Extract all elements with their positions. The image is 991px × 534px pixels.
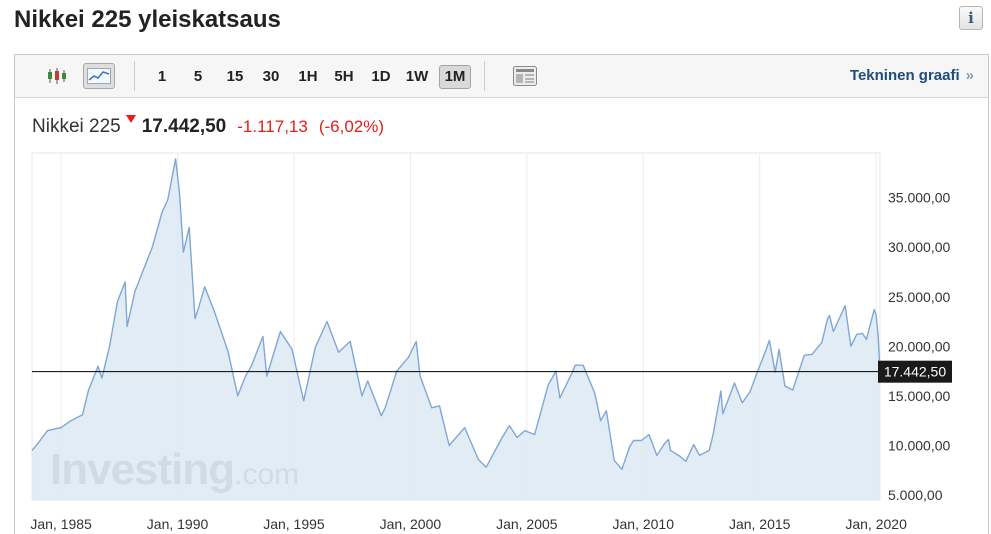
x-tick-label: Jan, 1985	[30, 516, 92, 532]
page-title: Nikkei 225 yleiskatsaus	[14, 6, 281, 33]
x-tick-label: Jan, 2005	[496, 516, 558, 532]
price-change: -1.117,13	[237, 117, 308, 136]
toolbar-separator	[134, 61, 135, 91]
price-line	[31, 158, 881, 470]
x-tick-label: Jan, 2000	[380, 516, 442, 532]
y-tick-label: 35.000,00	[888, 190, 950, 206]
y-tick-label: 5.000,00	[888, 487, 943, 503]
period-5[interactable]: 5	[193, 68, 203, 85]
x-tick-label: Jan, 1990	[147, 516, 209, 532]
current-price-badge	[878, 360, 952, 383]
price-change-percent: (-6,02%)	[318, 117, 385, 136]
period-30[interactable]: 30	[262, 68, 280, 85]
double-chevron-right-icon: »	[965, 67, 974, 84]
period-1d[interactable]: 1D	[371, 68, 391, 85]
technical-chart-link[interactable]: Tekninen graafi»	[849, 67, 974, 84]
period-1w[interactable]: 1W	[405, 68, 429, 85]
info-icon[interactable]: i	[959, 6, 983, 30]
down-arrow-icon	[125, 107, 136, 129]
y-tick-label: 10.000,00	[888, 437, 950, 453]
period-1[interactable]: 1	[157, 68, 167, 85]
window-layout-icon[interactable]	[511, 63, 539, 89]
quote-summary: Nikkei 225 17.442,50 -1.117,13 (-6,02%)	[32, 115, 385, 138]
x-tick-label: Jan, 2020	[845, 516, 907, 532]
x-tick-label: Jan, 2015	[729, 516, 791, 532]
current-price-label: 17.442,50	[884, 364, 946, 380]
toolbar-separator	[484, 61, 485, 91]
period-1h[interactable]: 1H	[298, 68, 318, 85]
period-5h[interactable]: 5H	[334, 68, 354, 85]
y-tick-label: 30.000,00	[888, 239, 950, 255]
chart-frame	[14, 54, 989, 534]
y-tick-label: 20.000,00	[888, 338, 950, 354]
x-tick-label: Jan, 2010	[613, 516, 675, 532]
chart-toolbar: 1 5 15 30 1H 5H 1D 1W 1M Tekninen graafi…	[15, 55, 988, 98]
price-area	[32, 158, 880, 500]
instrument-name: Nikkei 225	[32, 116, 121, 137]
period-1m[interactable]: 1M	[439, 65, 471, 89]
candlestick-icon[interactable]	[43, 63, 71, 89]
line-chart-icon[interactable]	[83, 63, 115, 89]
period-15[interactable]: 15	[226, 68, 244, 85]
y-tick-label: 15.000,00	[888, 388, 950, 404]
last-price: 17.442,50	[141, 116, 227, 137]
y-tick-label: 25.000,00	[888, 289, 950, 305]
x-tick-label: Jan, 1995	[263, 516, 325, 532]
